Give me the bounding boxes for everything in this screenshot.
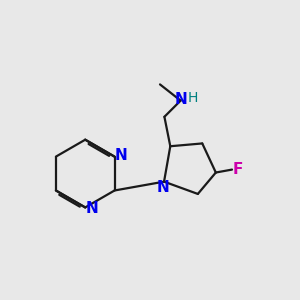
Text: F: F [232,162,242,177]
Text: H: H [188,91,198,105]
Text: N: N [115,148,128,163]
Text: N: N [85,201,98,216]
Text: N: N [174,92,187,106]
Text: N: N [156,180,169,195]
